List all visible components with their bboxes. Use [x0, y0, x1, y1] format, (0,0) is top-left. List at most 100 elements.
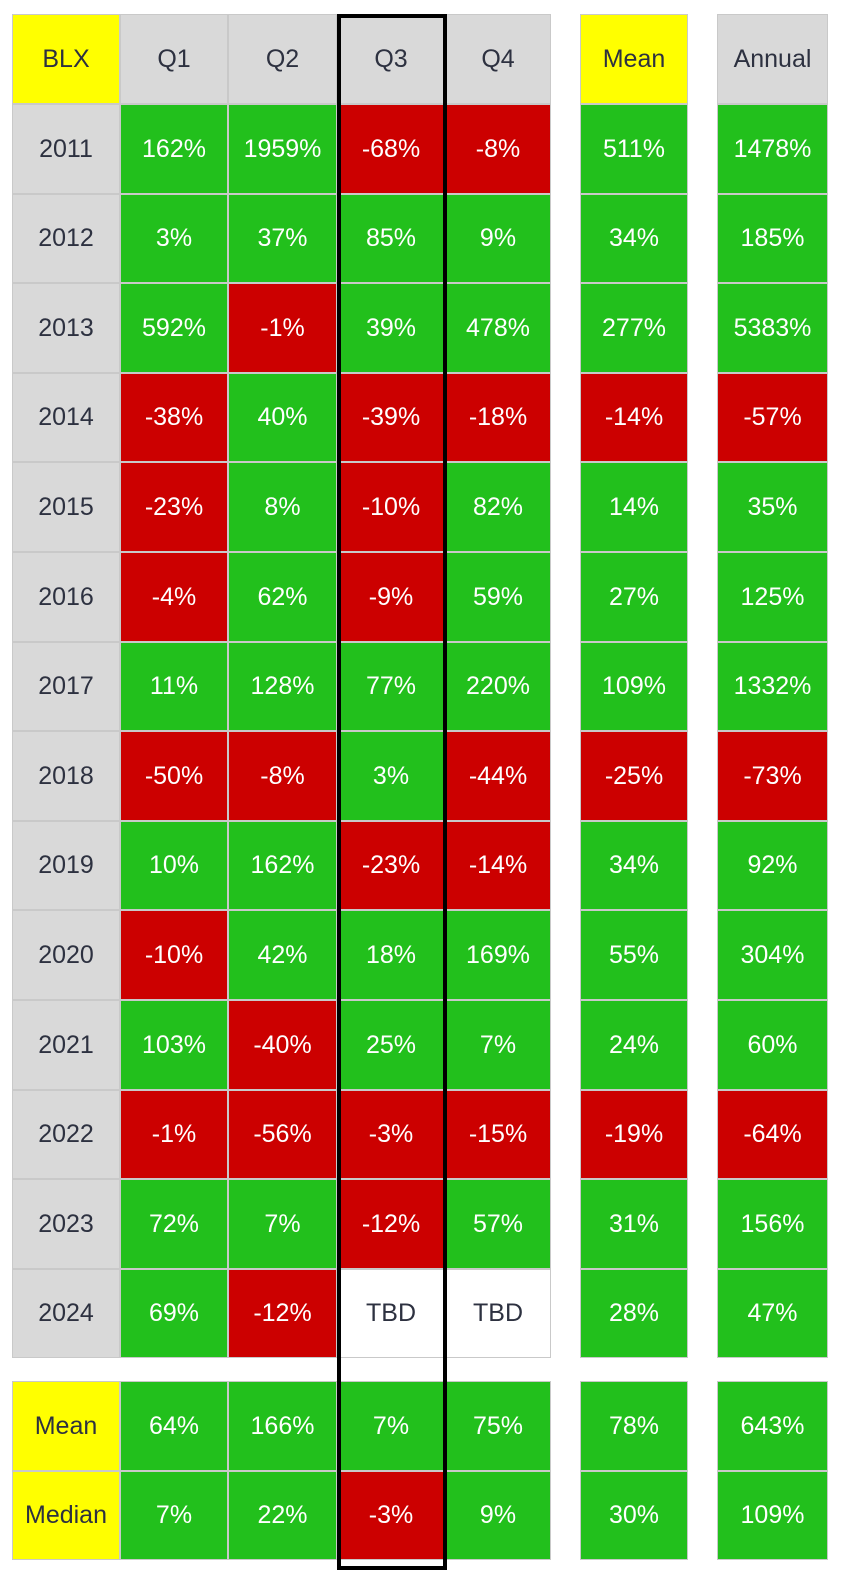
quarter-return-cell: 10% [120, 821, 228, 910]
mean-return-cell: 24% [580, 1000, 688, 1090]
mean-return-cell: 109% [580, 642, 688, 731]
quarter-return-cell: 3% [337, 731, 445, 821]
quarter-return-cell: -39% [337, 373, 445, 462]
mean-return-cell: 14% [580, 462, 688, 552]
annual-return-cell: 60% [717, 1000, 828, 1090]
quarter-return-cell: 69% [120, 1269, 228, 1358]
summary-annual-cell: 643% [717, 1381, 828, 1471]
quarter-return-cell: -18% [445, 373, 551, 462]
quarter-return-cell: -38% [120, 373, 228, 462]
quarter-return-cell: 7% [445, 1000, 551, 1090]
quarter-return-cell: 18% [337, 910, 445, 1000]
quarter-return-cell: 39% [337, 283, 445, 373]
quarter-return-cell: -15% [445, 1090, 551, 1179]
quarter-return-cell: TBD [337, 1269, 445, 1358]
quarter-return-cell: 128% [228, 642, 337, 731]
quarter-return-cell: 169% [445, 910, 551, 1000]
quarter-return-cell: -8% [228, 731, 337, 821]
summary-quarter-cell: 64% [120, 1381, 228, 1471]
mean-return-cell: 31% [580, 1179, 688, 1269]
quarter-return-cell: -12% [337, 1179, 445, 1269]
quarter-return-cell: -12% [228, 1269, 337, 1358]
quarter-return-cell: 478% [445, 283, 551, 373]
annual-return-cell: 156% [717, 1179, 828, 1269]
quarter-return-cell: -4% [120, 552, 228, 642]
quarter-return-cell: 103% [120, 1000, 228, 1090]
quarter-return-cell: 162% [120, 104, 228, 194]
quarter-return-cell: 25% [337, 1000, 445, 1090]
quarter-return-cell: 592% [120, 283, 228, 373]
quarter-return-cell: 72% [120, 1179, 228, 1269]
summary-mean-cell: 78% [580, 1381, 688, 1471]
year-label: 2023 [12, 1179, 120, 1269]
quarter-return-cell: -14% [445, 821, 551, 910]
year-label: 2011 [12, 104, 120, 194]
quarter-return-cell: -10% [337, 462, 445, 552]
quarter-return-cell: 7% [228, 1179, 337, 1269]
year-label: 2014 [12, 373, 120, 462]
year-label: 2015 [12, 462, 120, 552]
summary-quarter-cell: 7% [337, 1381, 445, 1471]
year-label: 2017 [12, 642, 120, 731]
quarter-header-q3: Q3 [337, 14, 445, 104]
annual-return-cell: -64% [717, 1090, 828, 1179]
annual-return-cell: 35% [717, 462, 828, 552]
quarter-return-cell: -56% [228, 1090, 337, 1179]
mean-return-cell: -19% [580, 1090, 688, 1179]
mean-return-cell: 27% [580, 552, 688, 642]
annual-return-cell: 5383% [717, 283, 828, 373]
annual-return-cell: -73% [717, 731, 828, 821]
quarter-return-cell: 85% [337, 194, 445, 283]
quarter-return-cell: 40% [228, 373, 337, 462]
summary-label-mean: Mean [12, 1381, 120, 1471]
mean-return-cell: -14% [580, 373, 688, 462]
annual-return-cell: 304% [717, 910, 828, 1000]
annual-return-cell: 1478% [717, 104, 828, 194]
quarter-return-cell: 1959% [228, 104, 337, 194]
quarter-header-q1: Q1 [120, 14, 228, 104]
summary-quarter-cell: 7% [120, 1471, 228, 1560]
annual-return-cell: 185% [717, 194, 828, 283]
mean-return-cell: 28% [580, 1269, 688, 1358]
summary-quarter-cell: 9% [445, 1471, 551, 1560]
quarter-return-cell: 42% [228, 910, 337, 1000]
quarter-return-cell: -68% [337, 104, 445, 194]
quarter-return-cell: -1% [120, 1090, 228, 1179]
year-label: 2020 [12, 910, 120, 1000]
annual-return-cell: 47% [717, 1269, 828, 1358]
quarter-return-cell: 11% [120, 642, 228, 731]
summary-label-median: Median [12, 1471, 120, 1560]
year-label: 2021 [12, 1000, 120, 1090]
mean-return-cell: 277% [580, 283, 688, 373]
quarter-return-cell: -23% [120, 462, 228, 552]
mean-return-cell: 34% [580, 821, 688, 910]
summary-quarter-cell: 75% [445, 1381, 551, 1471]
mean-return-cell: 34% [580, 194, 688, 283]
quarter-return-cell: 57% [445, 1179, 551, 1269]
quarter-return-cell: -3% [337, 1090, 445, 1179]
quarter-return-cell: 8% [228, 462, 337, 552]
year-label: 2012 [12, 194, 120, 283]
annual-return-cell: -57% [717, 373, 828, 462]
quarter-return-cell: 59% [445, 552, 551, 642]
summary-quarter-cell: 166% [228, 1381, 337, 1471]
quarter-return-cell: TBD [445, 1269, 551, 1358]
quarter-return-cell: 82% [445, 462, 551, 552]
quarter-return-cell: 77% [337, 642, 445, 731]
quarter-return-cell: 62% [228, 552, 337, 642]
quarter-return-cell: 9% [445, 194, 551, 283]
annual-return-cell: 92% [717, 821, 828, 910]
mean-return-cell: 55% [580, 910, 688, 1000]
year-label: 2022 [12, 1090, 120, 1179]
quarter-return-cell: -9% [337, 552, 445, 642]
quarter-header-q2: Q2 [228, 14, 337, 104]
year-label: 2024 [12, 1269, 120, 1358]
quarter-header-q4: Q4 [445, 14, 551, 104]
mean-return-cell: 511% [580, 104, 688, 194]
quarter-return-cell: -40% [228, 1000, 337, 1090]
annual-header: Annual [717, 14, 828, 104]
quarter-return-cell: 3% [120, 194, 228, 283]
summary-quarter-cell: -3% [337, 1471, 445, 1560]
quarter-return-cell: 37% [228, 194, 337, 283]
mean-header: Mean [580, 14, 688, 104]
